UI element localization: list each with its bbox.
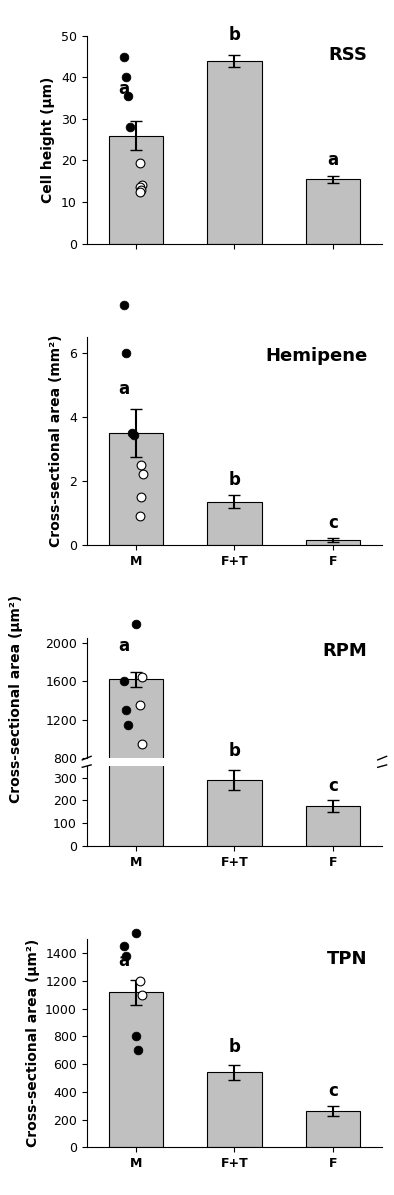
Point [139,176,145,195]
Bar [306,819,360,835]
Bar [109,433,163,545]
Bar [306,1111,360,1147]
Text: b: b [229,1037,240,1056]
Bar [207,780,262,846]
Point [121,295,127,314]
Point [139,465,146,484]
Text: a: a [119,952,130,970]
Bar [207,502,262,545]
Point [138,455,144,474]
Bar [207,61,262,244]
Bar [109,992,163,1147]
Point [139,667,145,686]
Text: b: b [229,742,240,760]
Point [131,425,137,445]
Point [138,180,144,200]
Point [125,86,131,105]
Y-axis label: Cross-sectional area (μm²): Cross-sectional area (μm²) [26,939,39,1147]
Point [139,734,145,753]
Point [127,117,133,136]
Point [121,672,127,691]
Text: Cross-sectional area (μm²): Cross-sectional area (μm²) [9,595,23,803]
Text: b: b [229,471,240,489]
Point [123,343,129,362]
Text: a: a [119,637,130,655]
Point [125,715,131,734]
Point [137,182,143,201]
Text: b: b [229,26,240,44]
Point [121,937,127,956]
Text: c: c [328,1083,338,1101]
Point [135,1041,141,1060]
Point [137,695,143,715]
Y-axis label: Cross-sectional area (mm²): Cross-sectional area (mm²) [49,335,63,547]
Bar [207,807,262,835]
Text: c: c [328,514,338,532]
Bar [207,1072,262,1147]
Point [123,946,129,966]
Point [133,923,139,942]
Point [133,1027,139,1046]
Point [121,47,127,66]
Point [138,488,144,507]
Text: a: a [119,380,130,398]
Point [123,700,129,719]
Point [137,972,143,991]
Bar [306,179,360,244]
Point [137,153,143,172]
Point [129,423,135,442]
Text: TPN: TPN [327,950,367,968]
Y-axis label: Cell height (μm): Cell height (μm) [41,76,56,203]
Text: a: a [327,151,338,168]
Point [137,507,143,526]
Text: a: a [119,80,130,98]
Bar [306,807,360,846]
Text: c: c [328,777,338,795]
Text: RPM: RPM [323,642,367,660]
Bar [109,680,163,835]
Point [123,68,129,87]
Text: RSS: RSS [329,47,367,65]
Point [133,614,139,633]
Bar [306,540,360,545]
Point [139,986,145,1005]
Bar [109,476,163,846]
Text: Hemipene: Hemipene [265,348,367,366]
Bar [109,135,163,244]
Point [137,178,143,197]
